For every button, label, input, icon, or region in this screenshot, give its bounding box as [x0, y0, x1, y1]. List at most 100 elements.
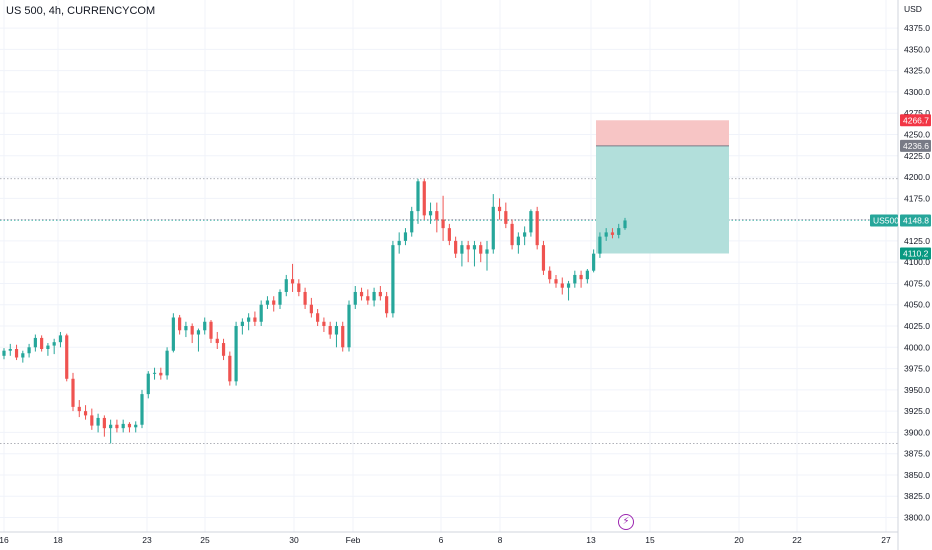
candle-body: [278, 291, 282, 305]
candle: [341, 321, 345, 352]
candle: [134, 421, 138, 433]
candle: [40, 335, 44, 352]
candle-body: [604, 232, 608, 237]
candle: [447, 223, 451, 246]
candle: [290, 263, 295, 292]
candle: [510, 219, 514, 250]
candle-body: [322, 321, 326, 327]
candle-body: [196, 330, 201, 335]
x-tick-label: 13: [586, 535, 596, 545]
candle-body: [309, 304, 313, 314]
candle: [460, 240, 464, 267]
candle: [83, 405, 88, 420]
candle-body: [566, 283, 571, 288]
candle-body: [316, 313, 320, 322]
target-price-tag-bg: [900, 247, 931, 260]
candle-body: [2, 350, 6, 356]
candle-body: [497, 206, 502, 212]
candle-body: [548, 270, 552, 280]
candle-body: [171, 317, 175, 351]
candle: [397, 232, 401, 254]
candle: [196, 328, 201, 352]
y-tick-label: 4075.0: [904, 278, 930, 288]
candle-body: [535, 211, 539, 246]
candle: [14, 344, 19, 361]
candle-body: [378, 291, 382, 297]
y-tick-label: 4225.0: [904, 151, 930, 161]
candle-body: [610, 232, 615, 235]
candle-body: [83, 411, 88, 416]
candle-body: [385, 296, 389, 314]
candle: [46, 343, 50, 356]
x-tick-label: 20: [734, 535, 744, 545]
candle: [152, 367, 157, 380]
candle: [65, 333, 69, 382]
y-tick-label: 4325.0: [904, 66, 930, 76]
y-tick-label: 4300.0: [904, 87, 930, 97]
candle-body: [140, 394, 144, 425]
price-axis: 4375.0 4350.0 4325.0 4300.0 4275.0 4250.0 4225…: [904, 4, 930, 523]
y-tick-label: 4025.0: [904, 321, 930, 331]
candle: [410, 206, 414, 237]
candle-body: [359, 291, 364, 297]
candle-body: [422, 181, 426, 216]
y-tick-label: 4000.0: [904, 342, 930, 352]
candle-body: [71, 378, 75, 407]
y-tick-label: 4350.0: [904, 44, 930, 54]
candle: [115, 419, 119, 433]
candle-body: [109, 424, 113, 429]
target-zone: [596, 145, 729, 254]
candle-body: [623, 220, 627, 229]
candle-body: [573, 274, 577, 284]
candle: [391, 240, 395, 318]
candle: [566, 280, 571, 301]
candle-body: [127, 423, 132, 428]
candle: [27, 343, 31, 358]
candle-body: [347, 304, 351, 348]
candle: [403, 228, 408, 246]
candle-body: [297, 283, 301, 292]
candle: [623, 217, 627, 230]
candle: [328, 321, 332, 339]
candle-body: [410, 211, 414, 233]
x-tick-label: Feb: [346, 535, 361, 545]
candle-body: [96, 417, 100, 426]
candle: [378, 286, 382, 301]
candle-body: [466, 245, 470, 250]
candle: [322, 317, 326, 332]
candle: [516, 232, 520, 254]
position-tool[interactable]: [596, 120, 729, 254]
candle: [316, 308, 320, 327]
candle-body: [240, 321, 244, 327]
candle-body: [472, 245, 477, 250]
x-tick-label: 8: [498, 535, 503, 545]
candle-body: [90, 415, 94, 426]
candle-body: [491, 206, 495, 250]
candle-body: [510, 223, 514, 246]
y-tick-label: 4250.0: [904, 129, 930, 139]
candle-body: [234, 326, 238, 382]
y-tick-label: 3925.0: [904, 406, 930, 416]
candle-body: [165, 350, 169, 376]
candle-body: [391, 245, 395, 314]
y-tick-label: 3875.0: [904, 449, 930, 459]
candle: [159, 367, 163, 380]
candle-body: [159, 372, 163, 376]
last-price-tag-bg: [900, 214, 931, 227]
candle-body: [341, 326, 345, 348]
candle-body: [33, 337, 37, 348]
candle: [33, 334, 37, 352]
y-tick-label: 3850.0: [904, 470, 930, 480]
stop-price-tag-bg: [900, 114, 931, 127]
candle: [441, 195, 445, 241]
candle: [366, 289, 370, 305]
candle: [96, 413, 100, 433]
candle: [52, 338, 56, 355]
y-tick-label: 3975.0: [904, 364, 930, 374]
x-tick-label: 18: [53, 535, 63, 545]
candle-body: [77, 406, 81, 412]
candle: [372, 287, 376, 307]
lightning-icon[interactable]: ⚡: [618, 514, 634, 530]
symbol-title[interactable]: US 500, 4h, CURRENCYCOM: [6, 5, 156, 17]
